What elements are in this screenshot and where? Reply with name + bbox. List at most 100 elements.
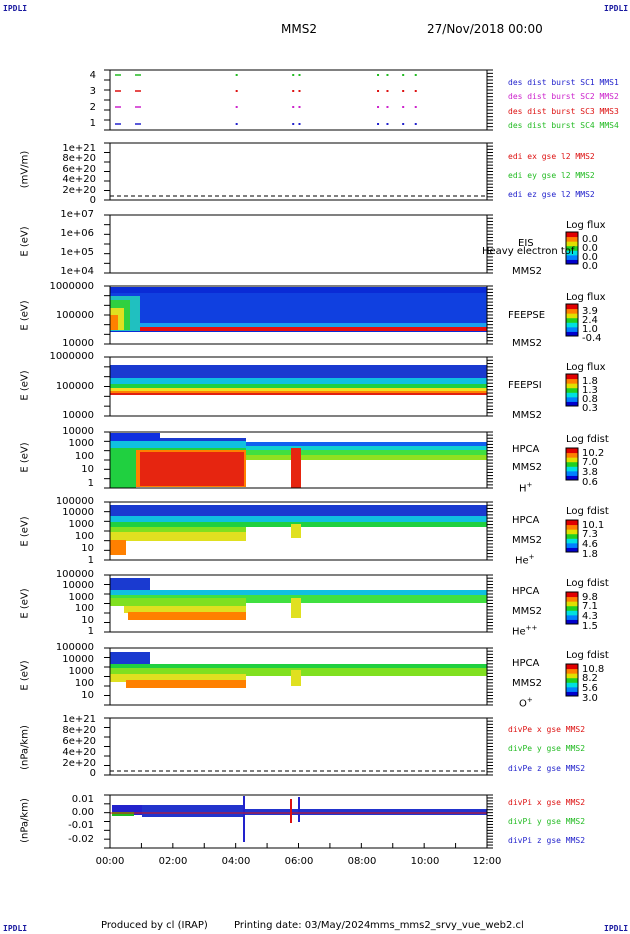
hpca-o-colorbar-band bbox=[566, 664, 578, 670]
hpca-o-cb-val: 3.0 bbox=[582, 693, 598, 704]
burst-marker bbox=[377, 106, 380, 108]
eis-ytick: 1e+07 bbox=[60, 209, 94, 220]
feepsi-cb-val: 0.8 bbox=[582, 394, 598, 405]
feepse-spectrum bbox=[110, 315, 118, 330]
feepsi-spectrum bbox=[110, 384, 487, 388]
hpca-he-colorbar-band bbox=[566, 533, 578, 539]
hpca-he-ytick: 100 bbox=[74, 531, 94, 542]
hpca-he2-cb-val: 7.1 bbox=[582, 601, 598, 612]
edi-ytick: 0 bbox=[89, 195, 96, 206]
eis-colorbar-title: Log flux bbox=[566, 220, 606, 231]
divpe-ytick: 2e+20 bbox=[62, 758, 96, 769]
edi-legend-y: edi ey gse l2 MMS2 bbox=[508, 171, 595, 180]
corner-mark-tl: IPDLI bbox=[3, 4, 28, 13]
hpca-he2-spectrum bbox=[110, 598, 246, 606]
hpca-he2-colorbar-frame bbox=[565, 591, 579, 625]
burst-marker bbox=[414, 106, 417, 108]
divpi-ytick: -0.02 bbox=[68, 834, 94, 845]
eis-colorbar-band bbox=[566, 254, 578, 260]
hpca-o-colorbar-band bbox=[566, 677, 578, 683]
hpca-o-spectrum bbox=[291, 670, 301, 686]
feepsi-colorbar-band bbox=[566, 396, 578, 402]
hpca-o-colorbar-band bbox=[566, 668, 578, 674]
hpca-o-cb-val: 5.6 bbox=[582, 683, 598, 694]
burst-legend-2: des dist burst SC2 MMS2 bbox=[508, 92, 619, 101]
burst-legend-4: des dist burst SC4 MMS4 bbox=[508, 121, 619, 130]
hpca-he2-spectrum bbox=[128, 612, 246, 620]
hpca-h-spectrum bbox=[110, 441, 246, 448]
eis-ytick: 1e+05 bbox=[60, 247, 94, 258]
hpca-h-spectrum bbox=[246, 455, 487, 460]
feepse-cb-val: 1.0 bbox=[582, 324, 598, 335]
hpca-o-colorbar-frame bbox=[565, 663, 579, 697]
feepse-cb-val: 3.9 bbox=[582, 306, 598, 317]
eis-colorbar-band bbox=[566, 241, 578, 247]
eis-colorbar-band bbox=[566, 232, 578, 238]
hpca-h-cb-val: 10.2 bbox=[582, 448, 605, 459]
hpca-he2-ytick: 100 bbox=[74, 603, 94, 614]
eis-colorbar-band bbox=[566, 250, 578, 256]
divpi-z-trace bbox=[112, 805, 142, 815]
burst-marker bbox=[377, 74, 380, 76]
hpca-h-colorbar-band bbox=[566, 466, 578, 472]
feepse-colorbar-frame bbox=[565, 303, 579, 337]
feepse-colorbar-band bbox=[566, 322, 578, 328]
corner-mark-br: IPDLI bbox=[604, 924, 629, 933]
edi-ytick: 1e+21 bbox=[62, 143, 96, 154]
burst-ytick: 4 bbox=[89, 70, 96, 81]
burst-ytick: 3 bbox=[89, 86, 96, 97]
hpca-he-ytick: 10 bbox=[81, 543, 94, 554]
feepse-colorbar-band bbox=[566, 331, 578, 337]
burst-marker bbox=[292, 90, 295, 92]
hpca-o-colorbar-band bbox=[566, 691, 578, 697]
hpca-h-ytick: 1 bbox=[87, 478, 94, 489]
feepsi-colorbar-band bbox=[566, 387, 578, 393]
burst-legend-3: des dist burst SC3 MMS3 bbox=[508, 107, 619, 116]
hpca-o-ytick: 10000 bbox=[62, 654, 94, 665]
feepsi-ytick: 1000000 bbox=[49, 351, 94, 362]
hpca-he2-cb-val: 1.5 bbox=[582, 621, 598, 632]
feepse-ytick: 10000 bbox=[62, 338, 94, 349]
hpca-o-ytick: 100000 bbox=[55, 642, 94, 653]
feepsi-cb-val: 1.3 bbox=[582, 385, 598, 396]
burst-marker bbox=[292, 74, 295, 76]
hpca-o-cb-val: 8.2 bbox=[582, 673, 598, 684]
eis-cb-val: 0.0 bbox=[582, 252, 598, 263]
burst-marker bbox=[235, 90, 238, 92]
hpca-he2-spectrum bbox=[110, 590, 487, 595]
hpca-he2-colorbar-band bbox=[566, 605, 578, 611]
divpe-ytick: 8e+20 bbox=[62, 725, 96, 736]
eis-ytick: 1e+04 bbox=[60, 266, 94, 277]
hpca-he2-colorbar-band bbox=[566, 592, 578, 598]
feepse-colorbar-band bbox=[566, 304, 578, 310]
hpca-o-ytick: 100 bbox=[74, 678, 94, 689]
hpca-he-cb-val: 7.3 bbox=[582, 529, 598, 540]
feepse-spacecraft: MMS2 bbox=[512, 338, 542, 349]
feepsi-spectrum bbox=[110, 388, 487, 391]
hpca-he-spacecraft: MMS2 bbox=[512, 535, 542, 546]
hpca-h-ytick: 100 bbox=[74, 451, 94, 462]
species-symbol: H bbox=[519, 483, 527, 495]
divpe-legend-z: divPe z gse MMS2 bbox=[508, 764, 586, 773]
hpca-he-spectrum bbox=[110, 540, 126, 555]
burst-legend-1: des dist burst SC1 MMS1 bbox=[508, 78, 619, 87]
feepsi-colorbar-band bbox=[566, 383, 578, 389]
feepsi-instrument: FEEPSI bbox=[508, 380, 542, 391]
feepsi-spectrum bbox=[110, 365, 487, 381]
feepse-ytick: 1000000 bbox=[49, 281, 94, 292]
burst-marker bbox=[298, 90, 301, 92]
feepse-spectrum bbox=[110, 323, 487, 328]
hpca-o-colorbar-band bbox=[566, 673, 578, 679]
divpi-legend-y: divPi y gse MMS2 bbox=[508, 817, 586, 826]
corner-mark-tr: IPDLI bbox=[604, 4, 629, 13]
hpca-he2-cb-val: 4.3 bbox=[582, 611, 598, 622]
feepse-colorbar-band bbox=[566, 313, 578, 319]
hpca-he-colorbar-frame bbox=[565, 519, 579, 553]
time-tick: 06:00 bbox=[284, 856, 314, 867]
divpe-legend-y: divPe y gse MMS2 bbox=[508, 744, 586, 753]
hpca-h-instrument: HPCA bbox=[512, 444, 540, 455]
panel-frame bbox=[109, 717, 488, 776]
burst-marker bbox=[386, 74, 389, 76]
divpe-ytick: 0 bbox=[89, 768, 96, 779]
feepse-colorbar-band bbox=[566, 308, 578, 314]
